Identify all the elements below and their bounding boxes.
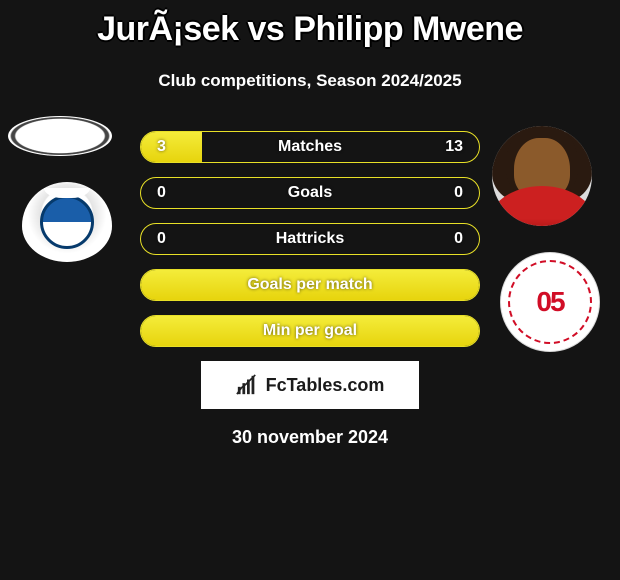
row-hattricks: 0 Hattricks 0 bbox=[140, 223, 480, 255]
row-min-per-goal: Min per goal bbox=[140, 315, 480, 347]
page-title: JurÃ¡sek vs Philipp Mwene bbox=[0, 0, 620, 49]
date-text: 30 november 2024 bbox=[0, 427, 620, 448]
stats-rows: 3 Matches 13 0 Goals 0 0 Hattricks 0 Goa… bbox=[0, 131, 620, 347]
branding-box: FcTables.com bbox=[201, 361, 419, 409]
row-label: Matches bbox=[141, 138, 479, 156]
row-label: Min per goal bbox=[141, 322, 479, 340]
subtitle: Club competitions, Season 2024/2025 bbox=[0, 71, 620, 91]
row-label: Hattricks bbox=[141, 230, 479, 248]
bar-chart-icon bbox=[236, 374, 258, 396]
row-label: Goals per match bbox=[141, 276, 479, 294]
row-goals: 0 Goals 0 bbox=[140, 177, 480, 209]
branding-text: FcTables.com bbox=[266, 375, 385, 396]
row-goals-per-match: Goals per match bbox=[140, 269, 480, 301]
row-matches: 3 Matches 13 bbox=[140, 131, 480, 163]
row-label: Goals bbox=[141, 184, 479, 202]
